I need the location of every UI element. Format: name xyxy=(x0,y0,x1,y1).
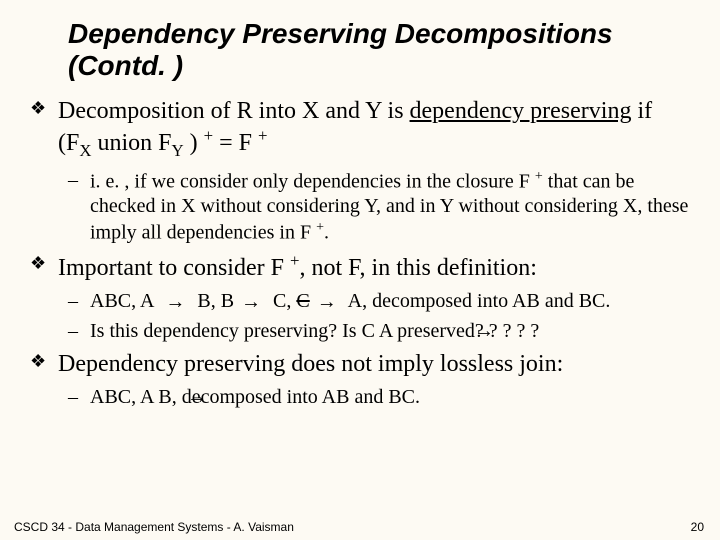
bullet-2: Important to consider F +, not F, in thi… xyxy=(30,251,690,283)
text: ABC, A B, decomposed into AB and BC. xyxy=(90,386,420,408)
bullet-list: Decomposition of R into X and Y is depen… xyxy=(30,96,690,409)
subscript: Y xyxy=(171,141,183,160)
superscript: + xyxy=(204,126,213,145)
superscript: + xyxy=(258,126,267,145)
text: C, xyxy=(268,290,296,312)
arrow-icon: → xyxy=(180,387,214,407)
text: ) xyxy=(184,130,204,156)
text: B, B xyxy=(192,290,234,312)
text: Important to consider F xyxy=(58,255,290,281)
slide-title: Dependency Preserving Decompositions (Co… xyxy=(68,18,670,82)
bullet-2-sub-2: Is this dependency preserving? Is C A pr… xyxy=(30,319,690,343)
arrow-icon: → xyxy=(158,292,192,312)
text: i. e. , if we consider only dependencies… xyxy=(90,171,535,193)
underlined-term: dependency preserving xyxy=(410,98,632,124)
slide: Dependency Preserving Decompositions (Co… xyxy=(0,0,720,540)
text: ABC, A xyxy=(90,290,158,312)
text: , not F, in this definition: xyxy=(299,255,536,281)
superscript: + xyxy=(535,169,543,184)
arrow-icon: → xyxy=(234,292,268,312)
text: union F xyxy=(91,130,171,156)
bullet-2-sub-1: ABC, A → B, B→ C, C→ A, decomposed into … xyxy=(30,289,690,313)
bullet-1-sub-1: i. e. , if we consider only dependencies… xyxy=(30,168,690,244)
arrow-icon: → xyxy=(467,321,501,341)
text: Dependency preserving does not imply los… xyxy=(58,351,563,377)
text: A, decomposed into AB and BC. xyxy=(344,290,611,312)
bullet-3-sub-1: ABC, A B, decomposed into AB and BC. → xyxy=(30,385,690,409)
superscript: + xyxy=(316,220,324,235)
bullet-1: Decomposition of R into X and Y is depen… xyxy=(30,96,690,162)
subscript: X xyxy=(79,141,91,160)
text: Decomposition of R into X and Y is xyxy=(58,98,410,124)
page-number: 20 xyxy=(691,520,704,534)
bullet-3: Dependency preserving does not imply los… xyxy=(30,349,690,379)
text: = F xyxy=(213,130,258,156)
footer-text: CSCD 34 - Data Management Systems - A. V… xyxy=(14,520,294,534)
strikethrough: C xyxy=(296,290,309,312)
text: . xyxy=(324,221,329,243)
arrow-icon: → xyxy=(310,292,344,312)
